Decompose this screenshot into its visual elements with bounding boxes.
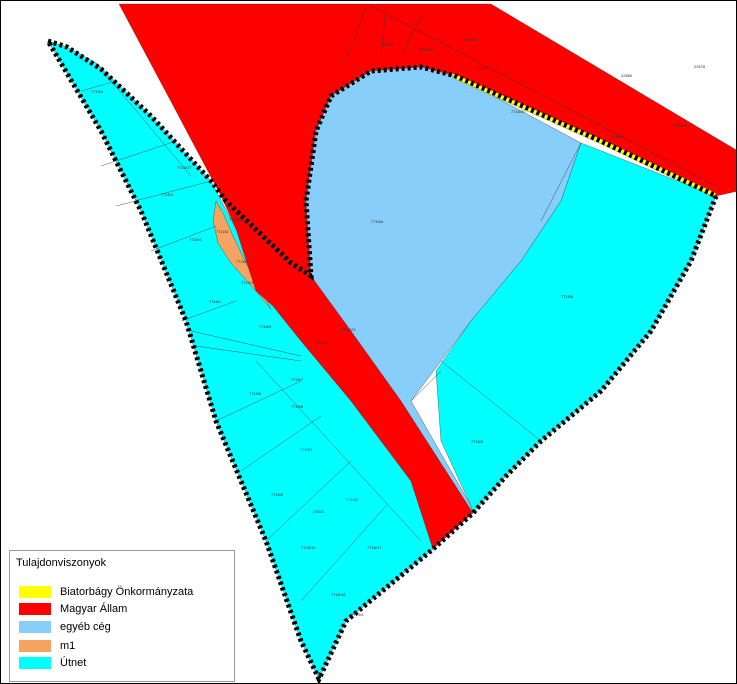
parcel-label: 7716/7: [291, 377, 304, 382]
parcel-label: 7718/21: [673, 123, 688, 128]
parcel-label: 22678: [694, 64, 706, 69]
legend-title: Tulajdonviszonyok: [16, 557, 107, 569]
legend-label: Útnet: [60, 657, 87, 669]
parcel-label: 7716/5: [259, 324, 272, 329]
parcel-label: 7716/2: [236, 259, 249, 264]
parcel-label: 7716/4: [189, 237, 202, 242]
parcel-boundaries: [80, 5, 717, 602]
legend-swatch: [19, 586, 51, 598]
parcel-label: 7715/8: [561, 294, 574, 299]
parcel-label: 7714/12: [463, 37, 478, 42]
parcel-label: 7716/5: [271, 492, 284, 497]
parcel-label: 7719/6: [291, 404, 304, 409]
parcel-label: 7718/25: [314, 340, 329, 345]
parcel-label-group: 7715/4 7715/1 7716/4 7716/3 7716/2 7716/…: [91, 37, 706, 617]
parcel-label: 7718/16: [301, 545, 316, 550]
legend-swatch: [19, 603, 51, 615]
parcel-label: 7718/27: [177, 165, 192, 170]
parcel-label: 7718/23: [341, 327, 356, 332]
parcel-label: 7716/18: [331, 592, 346, 597]
parcel-label: 7715/4: [91, 89, 104, 94]
parcel-label: 7716/3: [216, 229, 229, 234]
parcel-label: 7715/9: [471, 439, 484, 444]
parcel-label: 22680: [621, 73, 633, 78]
parcel-label: 7718/19: [419, 47, 434, 52]
parcel-label: 7716/20: [511, 109, 526, 114]
parcel-label: 7716/1: [476, 65, 489, 70]
parcel-label: 7719/1: [241, 280, 254, 285]
parcel-label: 7718/28: [229, 217, 244, 222]
legend-label: Biatorbágy Önkormányzata: [60, 586, 194, 598]
map-legend: Tulajdonviszonyok Biatorbágy Önkormányza…: [9, 550, 235, 682]
parcel-label: 7719/8: [249, 391, 262, 396]
legend-label: Magyar Állam: [60, 603, 128, 615]
legend-item-m1: m1: [19, 639, 75, 653]
parcel-label: 7718/17: [367, 545, 382, 550]
parcel-label: 7715/1: [161, 192, 174, 197]
legend-item-state: Magyar Állam: [19, 602, 127, 616]
parcel-label: 7714/4: [351, 612, 364, 617]
parcel-label: 23003: [313, 509, 325, 514]
legend-swatch: [19, 621, 51, 633]
legend-label: egyéb cég: [60, 621, 111, 633]
parcel-label: 7719/2: [346, 497, 359, 502]
parcel-label: 7716/1: [209, 299, 222, 304]
legend-item-other-company: egyéb cég: [19, 620, 111, 634]
legend-item-utnet: Útnet: [19, 656, 86, 670]
legend-label: m1: [60, 640, 76, 652]
legend-item-municipality: Biatorbágy Önkormányzata: [19, 585, 193, 599]
legend-swatch: [19, 640, 51, 652]
parcel-label: 7716/6: [371, 219, 384, 224]
parcel-label: 7719/1: [300, 447, 313, 452]
legend-swatch: [19, 657, 51, 669]
parcel-label: 7714/2: [381, 42, 394, 47]
parcel-label: 7716/2: [611, 134, 624, 139]
